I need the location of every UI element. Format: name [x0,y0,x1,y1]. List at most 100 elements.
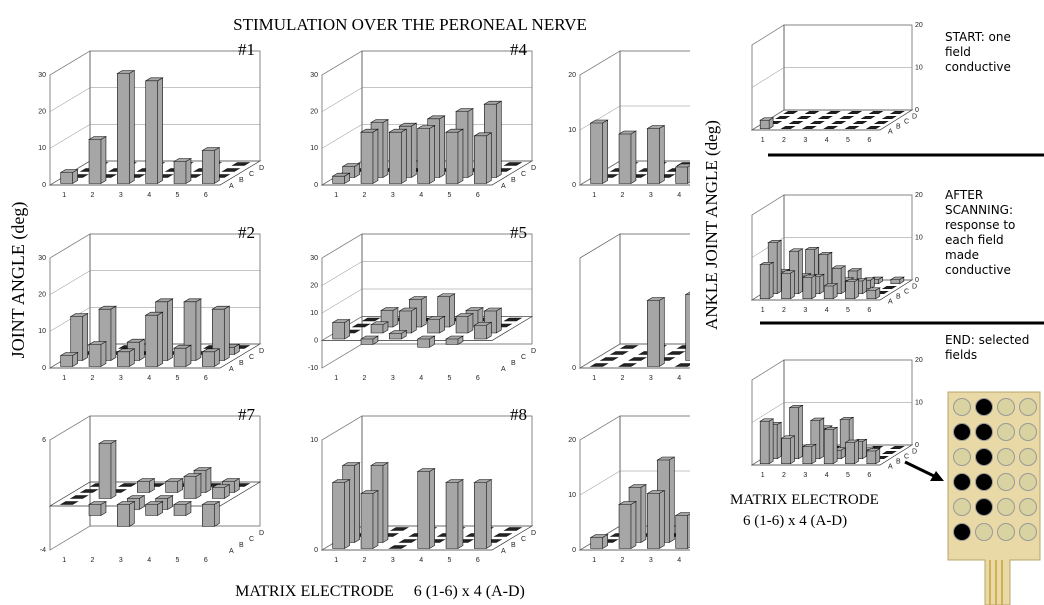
bar [724,352,741,355]
panel-label: #1 [238,40,255,59]
bar [418,336,435,347]
bar [591,364,608,367]
electrode-field [954,399,971,416]
bar [782,436,795,464]
bar [867,126,880,129]
electrode-field [1020,474,1037,491]
bar [762,346,779,349]
x-tick-label: 5 [448,192,452,199]
y-tick-label: 20 [568,437,576,444]
electrode-field [976,424,993,441]
y-tick-label: 30 [310,72,318,79]
bar [776,116,789,119]
y-tick-label: 10 [38,328,46,335]
bar [827,111,840,114]
bar [714,540,731,543]
x-tick-label: 5 [846,137,850,144]
bar [696,534,713,537]
bar [117,349,134,367]
x-tick-label: 6 [867,137,871,144]
bar [734,163,751,166]
bar [862,116,875,119]
electrode-field [976,449,993,466]
right-y-axis-label: ANKLE JOINT ANGLE (deg) [702,120,721,330]
x-tick-label: 5 [846,307,850,314]
depth-tick-label: B [511,360,516,367]
x-tick-label: 6 [734,375,738,382]
depth-tick-label: D [912,448,917,455]
x-tick-label: 2 [621,557,625,564]
bar [202,502,219,527]
depth-tick-label: D [259,348,264,355]
chart-canvas: STIMULATION OVER THE PERONEAL NERVE JOIN… [0,0,1044,605]
depth-tick-label: C [521,354,526,361]
bar [806,111,819,114]
bar [474,322,491,339]
bar [146,502,163,516]
electrode-field [998,499,1015,516]
y-tick-label: 20 [568,72,576,79]
panel-label: #5 [510,223,527,242]
depth-tick-label: A [888,298,893,305]
y-tick-label: 10 [310,437,318,444]
y-tick-label: 0 [572,182,576,189]
bar [428,316,445,333]
bar [363,318,380,321]
y-tick-label: 0 [42,365,46,372]
bar [647,126,664,184]
y-tick-label: 30 [38,255,46,262]
bar [333,320,350,340]
depth-tick-label: C [249,171,254,178]
y-tick-label: 20 [38,109,46,116]
bar [824,284,837,299]
bar [611,352,628,355]
bar [752,169,769,172]
grid-line [752,68,912,88]
bar [686,292,703,361]
x-tick-label: 4 [419,375,423,382]
panel: 010123456ABCD#8 [310,405,536,564]
bar [883,286,896,289]
bar [803,126,816,129]
x-tick-label: 6 [734,557,738,564]
depth-tick-label: B [769,542,774,549]
bar [399,308,416,333]
bar [619,131,636,184]
y-tick-label: 30 [38,72,46,79]
bar [883,116,896,119]
bar [891,111,904,114]
x-tick-label: 3 [649,557,653,564]
bar [724,534,741,537]
bar [591,120,608,184]
depth-tick-label: C [521,536,526,543]
bar [371,322,388,333]
bar [174,159,191,184]
side-wall [50,416,90,550]
electrode-field [998,449,1015,466]
electrode-field [998,524,1015,541]
x-tick-label: 4 [825,472,829,479]
figure: STIMULATION OVER THE PERONEAL NERVE JOIN… [0,0,1044,605]
x-tick-label: 4 [825,307,829,314]
bar [676,164,693,184]
bar [232,163,249,166]
grid-line [580,51,790,75]
bar [742,358,759,361]
x-tick-label: 3 [803,472,807,479]
depth-tick-label: B [896,123,901,130]
bar [846,279,859,299]
depth-tick-label: C [249,354,254,361]
electrode-field [976,524,993,541]
bar [870,111,883,114]
grid-line [50,416,260,440]
depth-tick-label: B [239,542,244,549]
x-tick-label: 4 [677,192,681,199]
bar [732,181,749,184]
bar [621,346,638,349]
bar [333,480,350,549]
grid-line [50,51,260,75]
panel: 0102030123456ABCD#1 [38,40,264,199]
bar [732,546,749,549]
x-axis-label: MATRIX ELECTRODE 6 (1-6) x 4 (A-D) [235,583,525,600]
